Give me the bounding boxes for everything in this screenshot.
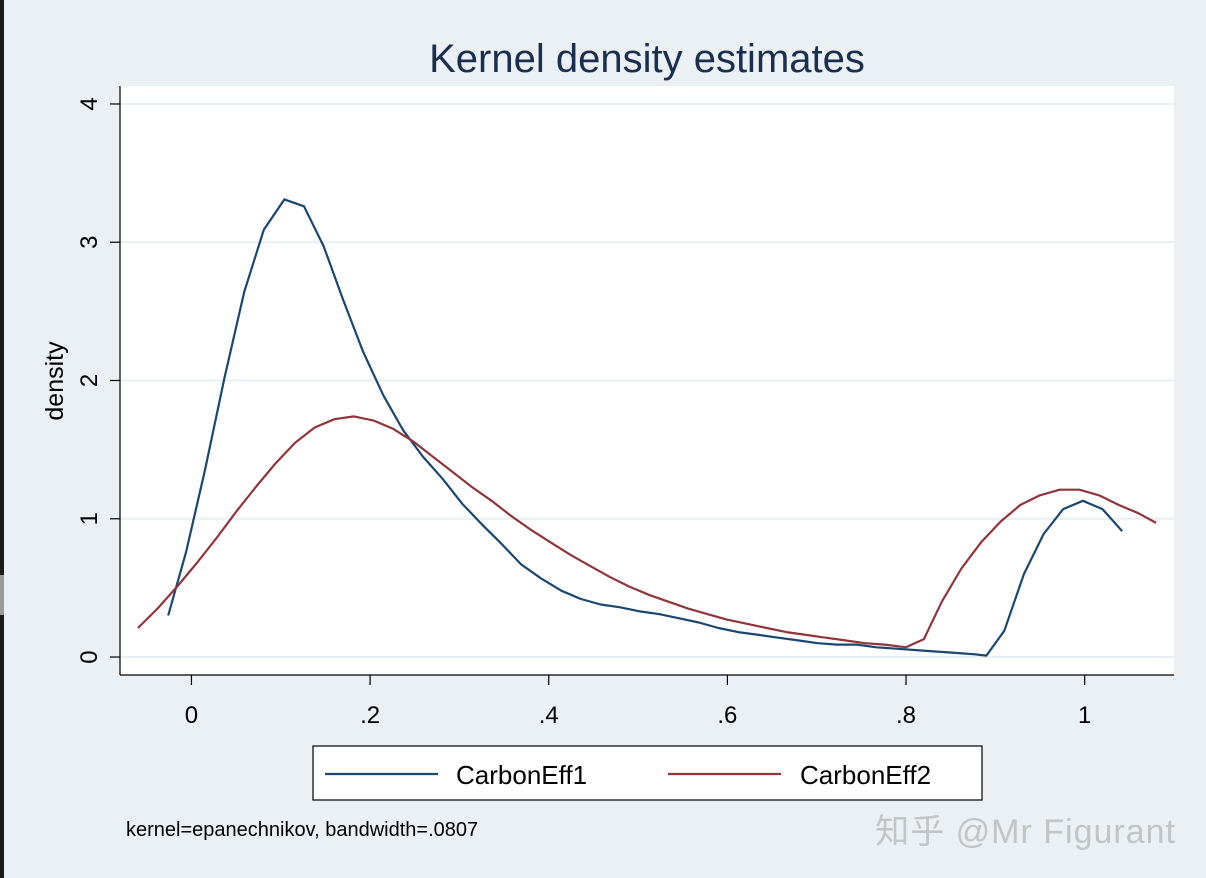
series-lines xyxy=(137,198,1157,657)
x-ticks: 0 .2 .4 .6 .8 1 xyxy=(185,675,1091,729)
window-edge-marker xyxy=(0,575,4,615)
series-line-carboneff2 xyxy=(137,415,1157,649)
y-tick-label: 3 xyxy=(76,236,103,249)
series-line-carboneff1 xyxy=(167,198,1124,657)
grid-lines xyxy=(120,102,1174,659)
y-tick-label: 4 xyxy=(76,97,103,110)
x-tick-label: .4 xyxy=(539,702,559,729)
x-tick-label: 1 xyxy=(1078,702,1091,729)
watermark: 知乎 @Mr Figurant xyxy=(875,813,1176,851)
x-tick-label: .8 xyxy=(896,702,916,729)
y-tick-label: 1 xyxy=(76,512,103,525)
x-tick-label: .2 xyxy=(360,702,380,729)
chart-title: Kernel density estimates xyxy=(429,37,865,81)
legend-label-carboneff1: CarbonEff1 xyxy=(456,760,587,790)
legend-label-carboneff2: CarbonEff2 xyxy=(800,760,931,790)
y-tick-label: 2 xyxy=(76,374,103,387)
window-left-edge xyxy=(0,0,4,878)
y-axis-label: density xyxy=(41,341,69,421)
legend: CarbonEff1 CarbonEff2 xyxy=(312,745,983,801)
kernel-note: kernel=epanechnikov, bandwidth=.0807 xyxy=(126,819,478,841)
y-ticks: 0 1 2 3 4 xyxy=(76,97,120,664)
x-tick-label: .6 xyxy=(717,702,737,729)
x-tick-label: 0 xyxy=(185,702,198,729)
y-tick-label: 0 xyxy=(76,650,103,663)
